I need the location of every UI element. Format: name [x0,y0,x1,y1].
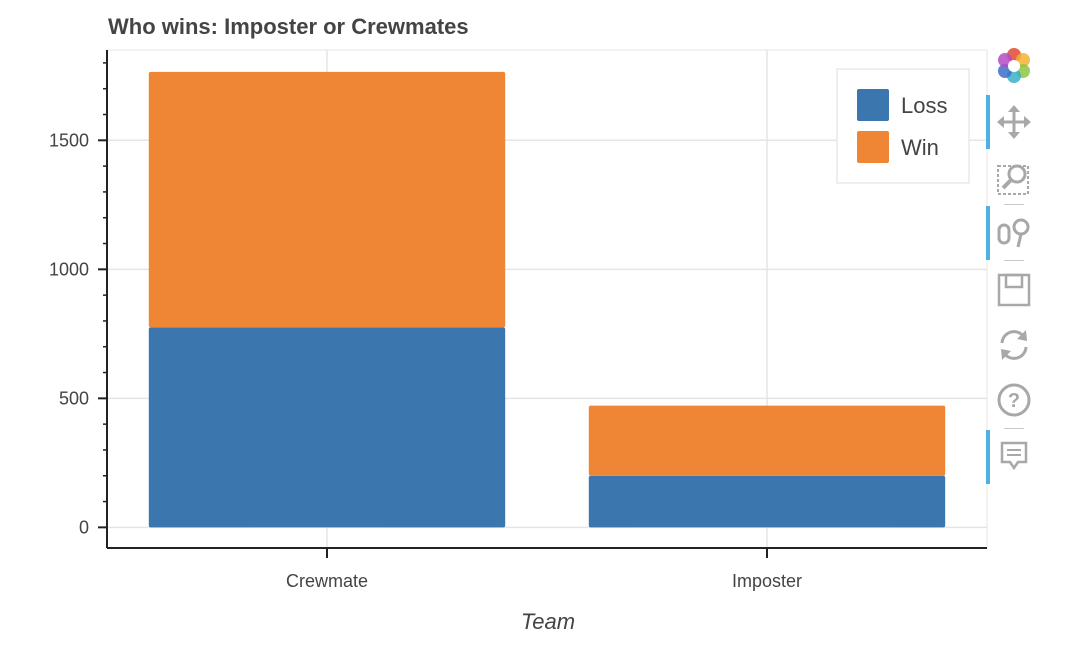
legend-label: Win [901,135,939,160]
wheel-zoom-tool-icon[interactable] [994,213,1034,253]
svg-text:?: ? [1008,390,1020,412]
save-tool-icon[interactable] [994,270,1034,310]
legend-swatch [857,131,889,163]
y-tick-label: 500 [59,388,89,408]
chart-title: Who wins: Imposter or Crewmates [108,14,469,39]
x-tick-label: Imposter [732,571,802,591]
legend-box [836,68,970,184]
y-tick-label: 1500 [49,130,89,150]
bar-win-imposter [588,405,946,476]
hover-tool-icon[interactable] [994,436,1034,476]
help-tool-icon[interactable]: ? [994,380,1034,420]
chart-toolbar: ? [986,44,1048,494]
legend-swatch [857,89,889,121]
x-axis-title: Team [521,609,575,634]
box-zoom-tool-icon[interactable] [994,158,1034,198]
pan-tool-icon[interactable] [994,102,1034,142]
bar-win-crewmate [148,71,506,328]
bokeh-logo-icon [994,46,1034,86]
reset-tool-icon[interactable] [994,325,1034,365]
axes: 0 500 1000 1500 Crewmate Imposter [49,50,987,591]
legend: Loss Win [836,68,970,184]
bar-loss-imposter [588,475,946,528]
legend-label: Loss [901,93,947,118]
bar-loss-crewmate [148,327,506,528]
y-tick-label: 0 [79,517,89,537]
bars [148,71,946,528]
y-tick-label: 1000 [49,259,89,279]
x-tick-label: Crewmate [286,571,368,591]
